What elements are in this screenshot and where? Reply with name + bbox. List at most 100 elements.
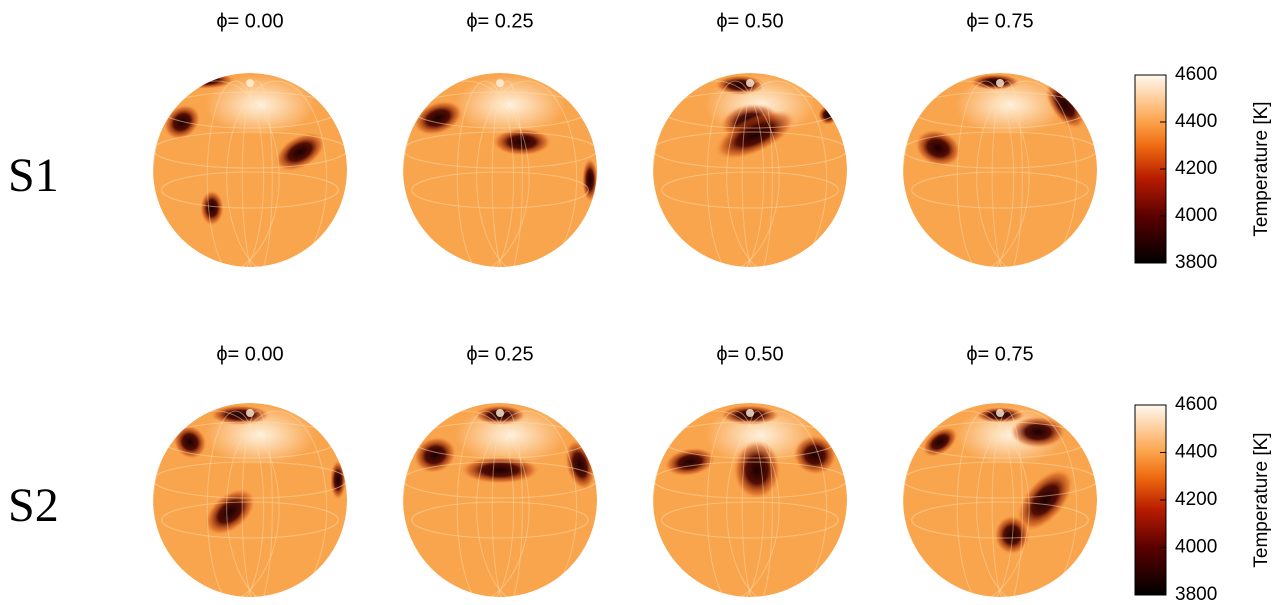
pole	[246, 409, 254, 417]
star-map	[653, 73, 847, 267]
star-map	[153, 73, 347, 267]
pole	[746, 79, 754, 87]
row-label: S1	[8, 149, 59, 202]
meridian	[976, 410, 1078, 597]
meridian	[241, 410, 273, 597]
latitude-line	[903, 131, 1097, 169]
latitude-line	[161, 501, 339, 539]
cool-spot	[274, 132, 326, 172]
meridian	[206, 410, 265, 597]
tick-label: 4000	[1175, 537, 1217, 558]
meridian	[956, 410, 1015, 597]
highlight	[205, 75, 315, 135]
panel-title: ϕ= 0.25	[466, 343, 533, 365]
cool-spot	[200, 190, 224, 226]
star-map	[153, 403, 347, 597]
star-map	[903, 403, 1097, 597]
cool-spot	[733, 440, 781, 500]
meridian	[956, 80, 1015, 267]
cool-spot	[1016, 468, 1074, 532]
meridian	[491, 410, 523, 597]
meridian	[491, 80, 523, 267]
pole	[496, 79, 504, 87]
tick-label: 3800	[1175, 252, 1217, 273]
highlight	[455, 75, 565, 135]
meridian	[476, 80, 578, 267]
latitude-line	[403, 461, 597, 499]
meridian	[706, 410, 765, 597]
panel-title: ϕ= 0.50	[716, 10, 783, 32]
meridian	[741, 410, 773, 597]
latitude-line	[653, 131, 847, 169]
meridian	[653, 410, 780, 597]
tick-label: 4000	[1175, 205, 1217, 226]
panel-title: ϕ= 0.00	[216, 343, 283, 365]
tick-label: 4600	[1175, 394, 1217, 415]
latitude-line	[903, 461, 1097, 499]
meridian	[741, 80, 773, 267]
meridian	[403, 410, 530, 597]
row-label: S2	[8, 479, 59, 532]
latitude-line	[661, 171, 839, 209]
cool-spot	[330, 460, 346, 500]
tick-label: 4200	[1175, 489, 1217, 510]
star-map	[653, 403, 847, 597]
cool-spot	[970, 74, 1020, 90]
cool-spot	[492, 128, 552, 156]
star-map	[903, 73, 1097, 267]
cool-spot	[173, 424, 207, 460]
tick-label: 3800	[1175, 584, 1217, 605]
tick-label: 4400	[1175, 442, 1217, 463]
meridian	[706, 80, 765, 267]
latitude-line	[911, 171, 1089, 209]
latitude-line	[161, 171, 339, 209]
cool-spot	[413, 436, 457, 474]
pole	[746, 409, 754, 417]
meridian	[226, 410, 328, 597]
meridian	[456, 410, 515, 597]
tick-label: 4200	[1175, 158, 1217, 179]
meridian	[456, 80, 515, 267]
meridian	[153, 80, 280, 267]
cool-spot	[664, 447, 716, 477]
meridian	[476, 410, 578, 597]
meridian	[653, 80, 780, 267]
meridian	[726, 410, 828, 597]
panel-title: ϕ= 0.75	[966, 343, 1033, 365]
latitude-line	[661, 501, 839, 539]
cool-spot	[210, 405, 270, 425]
latitude-line	[653, 461, 847, 499]
cool-spot	[1010, 416, 1066, 448]
meridian	[241, 80, 273, 267]
latitude-line	[411, 501, 589, 539]
panel-title: ϕ= 0.25	[466, 10, 533, 32]
meridian	[903, 410, 1030, 597]
pole	[996, 409, 1004, 417]
latitude-line	[911, 501, 1089, 539]
cool-spot	[714, 110, 796, 160]
meridian	[403, 80, 530, 267]
colorbar-label: Temperature [K]	[1251, 432, 1272, 567]
pole	[246, 79, 254, 87]
highlight	[955, 75, 1065, 135]
tick-label: 4400	[1175, 111, 1217, 132]
star-map	[403, 403, 597, 597]
cool-spot	[1045, 80, 1085, 130]
meridian	[991, 410, 1023, 597]
latitude-line	[403, 131, 597, 169]
colorbar-label: Temperature [K]	[1251, 101, 1272, 236]
panel-title: ϕ= 0.50	[716, 343, 783, 365]
meridian	[206, 80, 265, 267]
panel-title: ϕ= 0.75	[966, 10, 1033, 32]
meridian	[991, 80, 1023, 267]
cool-spot	[460, 456, 540, 484]
meridian	[226, 80, 328, 267]
cool-spot	[994, 515, 1030, 555]
latitude-line	[153, 131, 347, 169]
latitude-line	[153, 461, 347, 499]
cool-spot	[412, 100, 464, 136]
panel-title: ϕ= 0.00	[216, 10, 283, 32]
meridian	[153, 410, 280, 597]
meridian	[726, 80, 828, 267]
meridian	[903, 80, 1030, 267]
